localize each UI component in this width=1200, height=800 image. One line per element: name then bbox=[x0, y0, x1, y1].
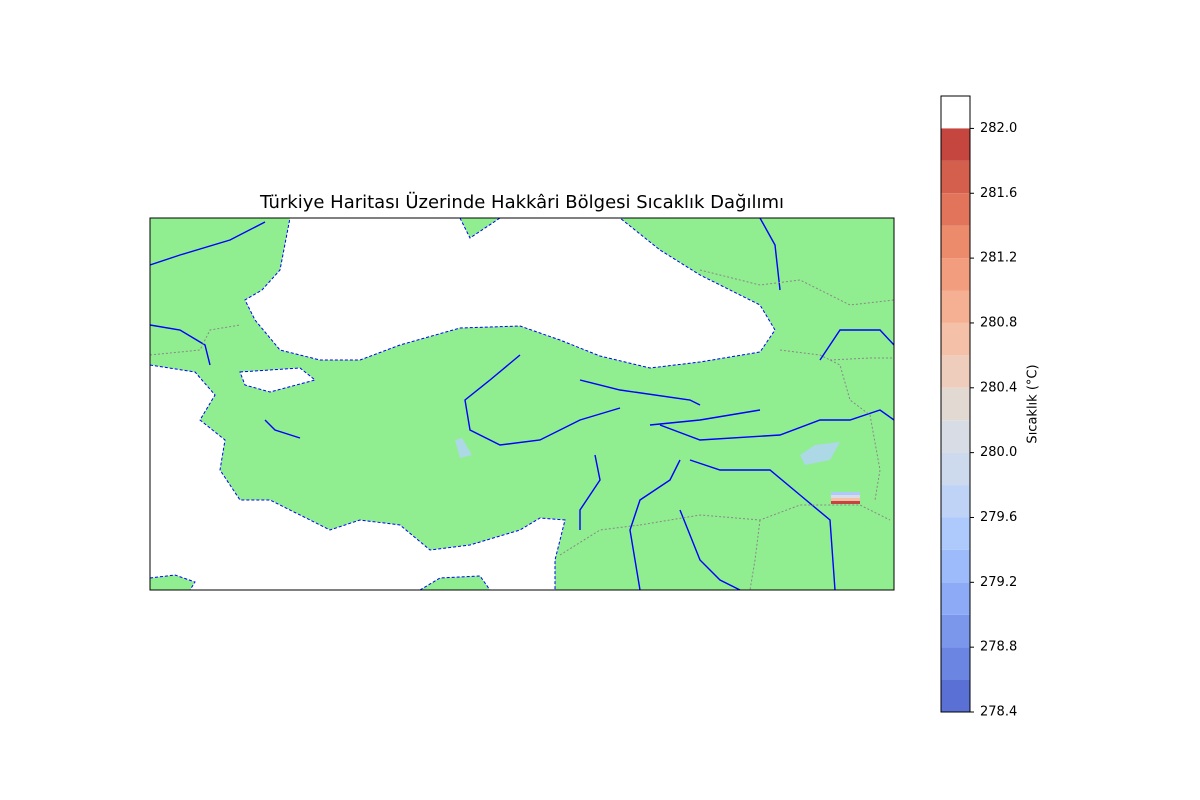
black-sea bbox=[244, 218, 776, 369]
colorbar-tick-label: 282.0 bbox=[980, 121, 1017, 136]
colorbar-tick-label: 279.6 bbox=[980, 510, 1017, 525]
colorbar-band bbox=[941, 258, 970, 291]
colorbar-band bbox=[941, 614, 970, 648]
colorbar-band bbox=[941, 420, 970, 453]
mediterranean bbox=[150, 364, 566, 590]
lake-van bbox=[800, 442, 840, 465]
marmara bbox=[239, 367, 317, 393]
colorbar-band bbox=[941, 549, 970, 583]
map bbox=[149, 217, 895, 591]
colorbar-band bbox=[941, 128, 970, 161]
crete bbox=[150, 574, 196, 590]
colorbar-band bbox=[941, 387, 970, 421]
colorbar-band bbox=[941, 160, 970, 194]
map-title: Türkiye Haritası Üzerinde Hakkâri Bölges… bbox=[259, 191, 784, 213]
colorbar-band bbox=[941, 679, 970, 712]
colorbar-frame bbox=[940, 95, 971, 713]
colorbar-band bbox=[941, 517, 970, 550]
colorbar-tick-label: 280.0 bbox=[980, 445, 1017, 460]
colorbar-tick-label: 280.4 bbox=[980, 380, 1017, 395]
rivers bbox=[150, 218, 894, 590]
colorbar-band bbox=[941, 485, 970, 518]
colorbar-band bbox=[941, 322, 970, 356]
colorbar-band bbox=[941, 225, 970, 259]
colorbar-tick-label: 280.8 bbox=[980, 315, 1017, 330]
lake-tuz bbox=[455, 438, 472, 458]
colorbar-label: Sıcaklık (°C) bbox=[1026, 364, 1041, 443]
colorbar-band bbox=[941, 355, 970, 388]
colorbar-tick-label: 278.8 bbox=[980, 640, 1017, 655]
colorbar-band bbox=[941, 582, 970, 615]
cyprus bbox=[419, 575, 491, 590]
colorbar-tick-label: 281.6 bbox=[980, 186, 1017, 201]
colorbar-band bbox=[941, 452, 970, 486]
temperature-patch bbox=[831, 492, 860, 504]
colorbar: 278.4 278.8 279.2 279.6 280.0 280.4 280.8 281.2… bbox=[940, 95, 1017, 720]
colorbar-tick-label: 279.2 bbox=[980, 575, 1017, 590]
colorbar-tick-label: 281.2 bbox=[980, 251, 1017, 266]
colorbar-band bbox=[941, 193, 970, 226]
borders bbox=[150, 269, 894, 590]
colorbar-band bbox=[941, 290, 970, 323]
map-frame bbox=[149, 217, 895, 591]
colorbar-tick-label: 278.4 bbox=[980, 705, 1017, 720]
colorbar-band bbox=[941, 647, 970, 680]
